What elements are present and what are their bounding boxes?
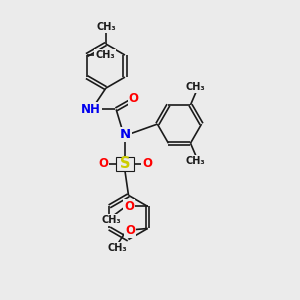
Text: O: O <box>124 200 134 213</box>
Text: CH₃: CH₃ <box>107 244 127 254</box>
FancyBboxPatch shape <box>116 157 134 171</box>
Text: O: O <box>98 157 108 170</box>
Text: S: S <box>120 156 130 171</box>
Text: CH₃: CH₃ <box>96 22 116 32</box>
Text: NH: NH <box>81 103 101 116</box>
Text: CH₃: CH₃ <box>186 156 206 166</box>
Text: N: N <box>119 128 130 141</box>
Text: CH₃: CH₃ <box>95 50 115 60</box>
Text: CH₃: CH₃ <box>186 82 206 92</box>
Text: O: O <box>125 224 135 237</box>
Text: CH₃: CH₃ <box>101 215 121 225</box>
Text: O: O <box>142 157 152 170</box>
Text: O: O <box>129 92 139 105</box>
